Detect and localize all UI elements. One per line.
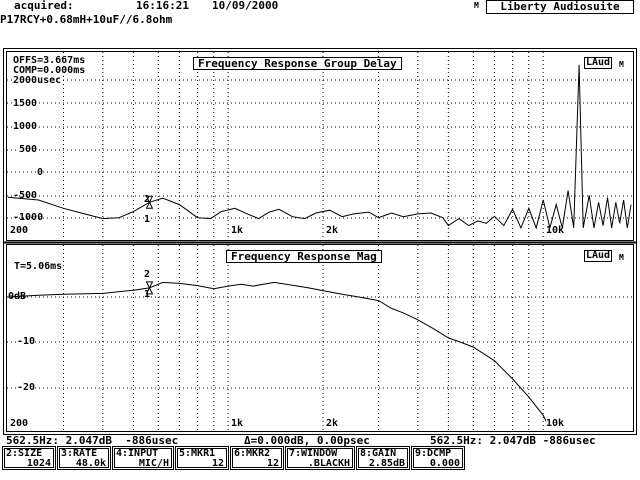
bottom-panel-title: Frequency Response Mag	[226, 250, 382, 263]
button-label: 2:SIZE	[6, 448, 43, 459]
rate-button[interactable]: 3:RATE 48.0k	[57, 446, 111, 470]
top-x-label: 1k	[231, 225, 244, 236]
app-marker: M	[474, 1, 479, 10]
button-value: 48.0k	[75, 458, 106, 469]
bottom-marker-1-label: 1	[144, 289, 151, 300]
app-title: Liberty Audiosuite	[486, 0, 634, 14]
time-readout: T=5.06ms	[14, 261, 63, 272]
top-x-label: 2k	[326, 225, 339, 236]
acquired-time: 16:16:21	[136, 0, 189, 12]
top-panel-frame	[6, 51, 634, 241]
bottom-x-label: 200	[10, 418, 29, 429]
marker-icon[interactable]	[145, 281, 154, 295]
magnitude-curve	[7, 281, 551, 430]
bottom-laud-badge[interactable]: LAud	[584, 250, 613, 262]
top-badge-suffix: M	[619, 60, 624, 69]
top-panel-title: Frequency Response Group Delay	[193, 57, 402, 70]
acquired-date: 10/09/2000	[212, 0, 279, 12]
button-label: 7:WINDOW	[289, 448, 338, 459]
status-left: 562.5Hz: 2.047dB -886usec	[6, 434, 179, 447]
button-value: 12	[211, 458, 224, 469]
size-button[interactable]: 2:SIZE 1024	[2, 446, 56, 470]
top-marker-1-label: 1	[144, 214, 151, 225]
button-value: .BLACKH	[307, 458, 350, 469]
marker2-button[interactable]: 6:MKR2 12	[230, 446, 284, 470]
top-y-label: -500	[13, 190, 38, 201]
measurement-name: P17RCY+0.68mH+10uF//6.8ohm	[0, 13, 173, 26]
top-y-label: 1500	[13, 98, 38, 109]
input-button[interactable]: 4:INPUT MIC/H	[112, 446, 174, 470]
comp-readout: COMP=0.000ms	[13, 65, 86, 76]
bottom-y-label: 0dB	[8, 291, 27, 302]
bottom-y-label: -20	[17, 382, 36, 393]
bottom-x-label: 1k	[231, 418, 244, 429]
top-y-label: 2000usec	[13, 75, 62, 86]
button-value: 0.000	[429, 458, 460, 469]
top-y-label: -1000	[13, 212, 44, 223]
gain-button[interactable]: 8:GAIN 2.85dB	[356, 446, 410, 470]
button-value: 2.85dB	[368, 458, 405, 469]
button-value: 1024	[26, 458, 51, 469]
window-button[interactable]: 7:WINDOW .BLACKH	[285, 446, 355, 470]
bottom-badge-suffix: M	[619, 253, 624, 262]
button-label: 6:MKR2	[234, 448, 271, 459]
top-x-label: 200	[10, 225, 29, 236]
bottom-panel-frame	[6, 244, 634, 432]
marker-icon[interactable]	[145, 195, 154, 209]
dcmp-button[interactable]: 9:DCMP 0.000	[411, 446, 465, 470]
top-y-label: 0	[37, 167, 44, 178]
status-delta: Δ=0.000dB, 0.00psec	[244, 434, 370, 447]
group-delay-curve	[7, 64, 632, 230]
top-marker-2-label: 2	[144, 194, 151, 205]
bottom-x-label: 2k	[326, 418, 339, 429]
button-label: 4:INPUT	[116, 448, 159, 459]
marker1-button[interactable]: 5:MKR1 12	[175, 446, 229, 470]
bottom-marker-2-label: 2	[144, 269, 151, 280]
button-value: MIC/H	[138, 458, 169, 469]
button-label: 9:DCMP	[415, 448, 452, 459]
top-y-label: 1000	[13, 121, 38, 132]
button-label: 3:RATE	[61, 448, 98, 459]
button-value: 12	[266, 458, 279, 469]
bottom-y-label: -10	[17, 336, 36, 347]
offs-readout: OFFS=3.667ms	[13, 55, 86, 66]
bottom-x-label: 10k	[546, 418, 565, 429]
button-label: 5:MKR1	[179, 448, 216, 459]
top-laud-badge[interactable]: LAud	[584, 57, 613, 69]
status-right: 562.5Hz: 2.047dB -886usec	[430, 434, 596, 447]
button-label: 8:GAIN	[360, 448, 397, 459]
top-y-label: 500	[19, 144, 38, 155]
acquired-label: acquired:	[14, 0, 74, 12]
top-x-label: 10k	[546, 225, 565, 236]
